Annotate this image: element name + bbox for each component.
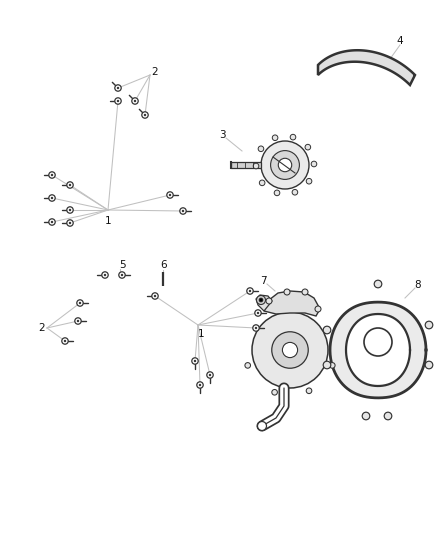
Circle shape: [117, 87, 119, 89]
Circle shape: [247, 288, 253, 294]
Circle shape: [306, 388, 312, 393]
Polygon shape: [346, 314, 410, 386]
Circle shape: [121, 274, 123, 276]
Circle shape: [49, 195, 55, 201]
Circle shape: [117, 100, 119, 102]
Circle shape: [51, 197, 53, 199]
Text: 8: 8: [415, 280, 421, 290]
Circle shape: [374, 280, 382, 288]
Circle shape: [75, 318, 81, 324]
Polygon shape: [318, 50, 415, 85]
Circle shape: [207, 372, 213, 378]
Circle shape: [362, 412, 370, 420]
Circle shape: [259, 180, 265, 185]
Circle shape: [253, 325, 259, 331]
Circle shape: [102, 272, 108, 278]
Circle shape: [169, 194, 171, 196]
Circle shape: [261, 141, 309, 189]
Text: 2: 2: [152, 67, 158, 77]
Circle shape: [323, 326, 331, 334]
Circle shape: [115, 85, 121, 91]
Text: 1: 1: [105, 216, 111, 226]
Circle shape: [364, 328, 392, 356]
Circle shape: [49, 172, 55, 178]
Circle shape: [64, 340, 66, 342]
Circle shape: [425, 321, 433, 329]
Text: 1: 1: [198, 329, 204, 339]
Circle shape: [197, 382, 203, 388]
Circle shape: [249, 290, 251, 292]
Circle shape: [77, 300, 83, 306]
Circle shape: [258, 146, 264, 151]
Circle shape: [67, 220, 73, 226]
Circle shape: [194, 360, 196, 362]
Polygon shape: [330, 302, 426, 398]
Circle shape: [284, 289, 290, 295]
Circle shape: [167, 192, 173, 198]
Circle shape: [258, 422, 266, 431]
Circle shape: [259, 298, 263, 302]
Circle shape: [311, 161, 317, 167]
Circle shape: [180, 208, 186, 214]
Circle shape: [323, 361, 331, 369]
Circle shape: [142, 112, 148, 118]
Circle shape: [255, 327, 257, 329]
Circle shape: [51, 174, 53, 176]
Circle shape: [305, 144, 311, 150]
Circle shape: [69, 184, 71, 186]
Circle shape: [272, 390, 277, 395]
Circle shape: [209, 374, 211, 376]
Circle shape: [302, 289, 308, 295]
Circle shape: [329, 362, 335, 368]
Text: 7: 7: [260, 276, 266, 286]
Text: 6: 6: [161, 260, 167, 270]
Circle shape: [69, 209, 71, 211]
Circle shape: [182, 210, 184, 212]
Circle shape: [315, 306, 321, 312]
Text: 3: 3: [219, 130, 225, 140]
Circle shape: [257, 295, 265, 304]
Circle shape: [144, 114, 146, 116]
Circle shape: [134, 100, 136, 102]
Polygon shape: [231, 162, 261, 168]
Circle shape: [51, 221, 53, 223]
Circle shape: [119, 272, 125, 278]
Text: 4: 4: [397, 36, 403, 46]
Circle shape: [199, 384, 201, 386]
Circle shape: [245, 362, 251, 368]
Text: 5: 5: [119, 260, 125, 270]
Circle shape: [257, 312, 259, 314]
Circle shape: [79, 302, 81, 304]
Circle shape: [152, 293, 158, 299]
Circle shape: [49, 219, 55, 225]
Circle shape: [62, 338, 68, 344]
Circle shape: [115, 98, 121, 104]
Circle shape: [306, 179, 312, 184]
Circle shape: [67, 207, 73, 213]
Circle shape: [192, 358, 198, 364]
Polygon shape: [256, 295, 272, 311]
Circle shape: [253, 163, 259, 169]
Circle shape: [278, 158, 292, 172]
Circle shape: [69, 222, 71, 224]
Circle shape: [272, 135, 278, 141]
Circle shape: [67, 182, 73, 188]
Circle shape: [271, 151, 300, 180]
Polygon shape: [264, 291, 320, 316]
Circle shape: [384, 412, 392, 420]
Circle shape: [252, 312, 328, 388]
Circle shape: [283, 342, 297, 358]
Circle shape: [104, 274, 106, 276]
Circle shape: [266, 298, 272, 304]
Circle shape: [255, 310, 261, 316]
Circle shape: [154, 295, 156, 297]
Circle shape: [132, 98, 138, 104]
Circle shape: [425, 361, 433, 369]
Circle shape: [272, 332, 308, 368]
Text: 2: 2: [39, 323, 45, 333]
Circle shape: [290, 134, 296, 140]
Circle shape: [274, 190, 280, 196]
Circle shape: [77, 320, 79, 322]
Circle shape: [292, 189, 298, 195]
